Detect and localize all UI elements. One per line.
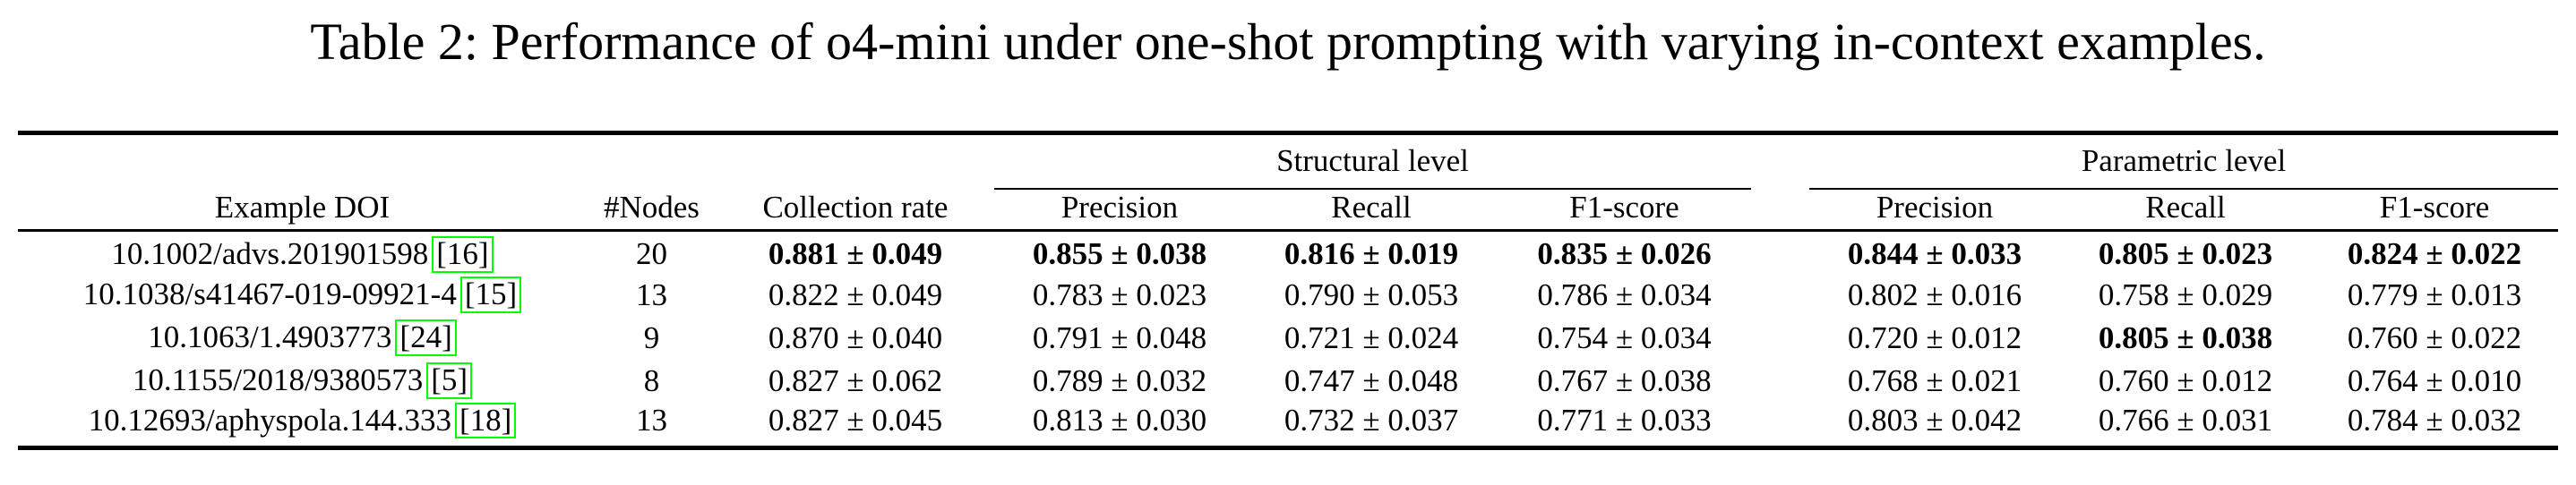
parametric-f1-cell: 0.779 ± 0.013 [2347,277,2522,312]
parametric-f1-cell: 0.764 ± 0.010 [2347,362,2522,398]
spacer-cell [1751,274,1809,317]
structural-recall-cell: 0.721 ± 0.024 [1284,319,1459,355]
parametric-precision-cell: 0.803 ± 0.042 [1847,402,2022,438]
collection-rate-cell: 0.870 ± 0.040 [768,319,943,355]
table-row: 10.1038/s41467-019-09921-4 [15] 13 0.822 … [18,274,2558,317]
citation-link[interactable]: [16] [432,235,494,273]
col-header-collection-rate: Collection rate [716,189,994,233]
group-header-row: Structural level Parametric level [18,132,2559,191]
structural-recall-cell: 0.790 ± 0.053 [1284,277,1459,312]
parametric-precision-cell: 0.720 ± 0.012 [1847,319,2022,355]
table-row: 10.1002/advs.201901598 [16] 20 0.881 ± 0.… [18,231,2558,274]
table-row: 10.12693/aphyspola.144.333 [18] 13 0.827 … [18,402,2558,448]
nodes-cell: 13 [635,277,667,312]
nodes-cell: 13 [635,402,667,438]
citation-link[interactable]: [5] [426,362,473,399]
doi-text: 10.1155/2018/9380573 [132,362,424,398]
collection-rate-cell: 0.881 ± 0.049 [768,236,943,272]
citation-link[interactable]: [15] [459,277,522,313]
spacer-cell [1751,317,1809,360]
col-spacer [1750,189,1809,233]
column-header-row: Example DOI #Nodes Collection rate Preci… [17,189,2559,233]
parametric-level-header: Parametric level [1808,132,2559,191]
paper-page: Table 2: Performance of o4-mini under on… [0,11,2576,485]
parametric-precision-cell: 0.802 ± 0.016 [1847,277,2022,312]
doi-cell: 10.12693/aphyspola.144.333 [18] [18,402,587,448]
results-table: Structural level Parametric level Exampl… [17,130,2559,451]
table-row: 10.1063/1.4903773 [24] 9 0.870 ± 0.040 0.… [18,317,2558,360]
structural-f1-cell: 0.767 ± 0.038 [1537,362,1712,398]
doi-cell: 10.1063/1.4903773 [24] [18,317,587,360]
col-header-nodes: #Nodes [586,189,717,233]
doi-text: 10.1038/s41467-019-09921-4 [82,277,457,312]
spacer-cell [1751,403,1809,448]
col-header-parametric-f1: F1-score [2310,189,2559,233]
doi-text: 10.1063/1.4903773 [148,319,392,355]
collection-rate-cell: 0.822 ± 0.049 [768,277,943,312]
structural-f1-cell: 0.771 ± 0.033 [1537,402,1712,438]
structural-f1-cell: 0.835 ± 0.026 [1537,236,1712,272]
doi-cell: 10.1155/2018/9380573 [5] [18,360,587,403]
col-header-structural-recall: Recall [1244,189,1498,233]
table-row: 10.1155/2018/9380573 [5] 8 0.827 ± 0.062 … [18,360,2558,403]
parametric-f1-cell: 0.784 ± 0.032 [2347,402,2522,438]
structural-level-header: Structural level [993,132,1751,191]
doi-text: 10.12693/aphyspola.144.333 [88,402,451,438]
col-header-structural-precision: Precision [993,189,1245,233]
structural-precision-cell: 0.783 ± 0.023 [1032,277,1207,312]
structural-recall-cell: 0.816 ± 0.019 [1284,236,1459,272]
spacer-cell [1751,360,1809,403]
doi-cell: 10.1002/advs.201901598 [16] [18,231,587,274]
parametric-f1-cell: 0.760 ± 0.022 [2347,319,2522,355]
structural-recall-cell: 0.732 ± 0.037 [1284,402,1459,438]
doi-text: 10.1002/advs.201901598 [111,235,429,271]
col-header-example-doi: Example DOI [17,189,587,233]
structural-precision-cell: 0.855 ± 0.038 [1032,236,1207,272]
parametric-recall-cell: 0.766 ± 0.031 [2098,402,2273,438]
parametric-recall-cell: 0.758 ± 0.029 [2098,277,2273,312]
group-spacer [1751,132,1809,189]
table-caption: Table 2: Performance of o4-mini under on… [310,13,2266,71]
nodes-cell: 9 [643,319,660,355]
col-header-parametric-recall: Recall [2059,189,2311,233]
collection-rate-cell: 0.827 ± 0.045 [768,402,943,438]
structural-f1-cell: 0.786 ± 0.034 [1537,277,1712,312]
parametric-recall-cell: 0.805 ± 0.023 [2098,236,2273,272]
group-header-empty [18,132,994,189]
structural-recall-cell: 0.747 ± 0.048 [1284,362,1459,398]
col-header-parametric-precision: Precision [1808,189,2060,233]
structural-precision-cell: 0.791 ± 0.048 [1032,319,1207,355]
doi-cell: 10.1038/s41467-019-09921-4 [15] [18,274,587,317]
citation-link[interactable]: [18] [455,402,517,439]
parametric-recall-cell: 0.805 ± 0.038 [2098,319,2273,355]
structural-precision-cell: 0.813 ± 0.030 [1032,402,1207,438]
nodes-cell: 20 [635,236,667,272]
parametric-precision-cell: 0.844 ± 0.033 [1847,236,2022,272]
structural-precision-cell: 0.789 ± 0.032 [1032,362,1207,398]
parametric-precision-cell: 0.768 ± 0.021 [1847,362,2022,398]
parametric-recall-cell: 0.760 ± 0.012 [2098,362,2273,398]
parametric-f1-cell: 0.824 ± 0.022 [2347,236,2522,272]
nodes-cell: 8 [643,362,660,398]
col-header-structural-f1: F1-score [1497,189,1751,233]
collection-rate-cell: 0.827 ± 0.062 [768,362,943,398]
spacer-cell [1751,231,1809,274]
citation-link[interactable]: [24] [395,319,457,356]
structural-f1-cell: 0.754 ± 0.034 [1537,319,1712,355]
